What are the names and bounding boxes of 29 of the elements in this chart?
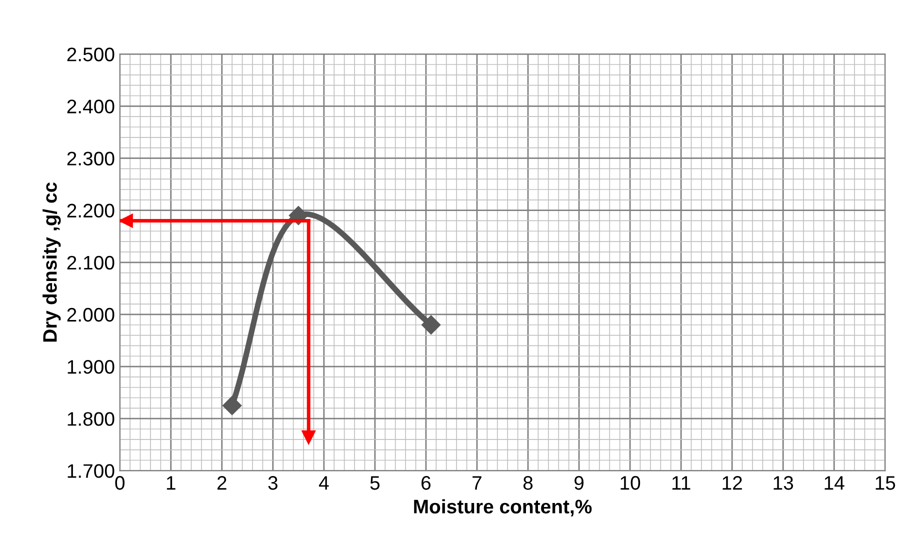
x-tick-label: 8 bbox=[523, 476, 533, 490]
x-tick-label: 11 bbox=[672, 476, 690, 490]
y-tick-label: 2.500 bbox=[67, 48, 114, 62]
y-tick-label: 1.900 bbox=[68, 360, 114, 374]
x-tick-label: 4 bbox=[318, 476, 329, 490]
y-tick-label: 2.300 bbox=[67, 152, 114, 166]
x-tick-label: 5 bbox=[370, 476, 380, 490]
x-tick-label: 14 bbox=[824, 476, 844, 490]
point bbox=[422, 315, 441, 334]
x-tick-label: 9 bbox=[574, 476, 584, 490]
x-tick-label: 7 bbox=[472, 476, 482, 490]
y-tick-label: 2.400 bbox=[67, 100, 114, 114]
y-tick-label: 2.000 bbox=[67, 308, 114, 322]
y-tick-label: 1.700 bbox=[68, 464, 114, 478]
y-axis-title: Dry density ,g/ cc bbox=[42, 182, 61, 342]
x-tick-label: 3 bbox=[268, 476, 278, 490]
x-tick-label: 1 bbox=[166, 476, 176, 490]
point bbox=[222, 396, 242, 416]
x-tick-label: 10 bbox=[620, 476, 640, 490]
x-tick-label: 15 bbox=[876, 476, 896, 490]
x-tick-label: 12 bbox=[722, 476, 742, 490]
y-tick-label: 2.200 bbox=[67, 204, 114, 218]
x-tick-label: 13 bbox=[774, 476, 794, 490]
x-tick-label: 6 bbox=[422, 476, 431, 490]
y-tick-label: 1.800 bbox=[68, 412, 114, 426]
x-tick-label: 0 bbox=[115, 476, 125, 490]
x-axis-title: Moisture content,% bbox=[414, 499, 592, 516]
x-tick-label: 2 bbox=[217, 476, 226, 490]
y-tick-label: 2.100 bbox=[67, 256, 114, 270]
